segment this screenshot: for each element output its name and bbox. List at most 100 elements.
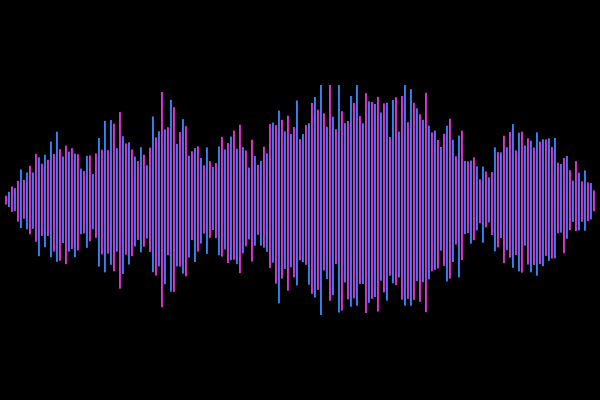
waveform-bar — [272, 122, 274, 263]
waveform-bar — [407, 122, 409, 299]
waveform-bar — [395, 97, 397, 286]
waveform-bar — [26, 172, 28, 230]
waveform-bar — [62, 156, 64, 244]
waveform-bar — [239, 124, 241, 274]
waveform-bar — [533, 147, 535, 265]
waveform-bar — [347, 121, 349, 300]
waveform-bar — [350, 96, 352, 307]
waveform-bar — [464, 160, 466, 235]
waveform-bar — [14, 188, 16, 212]
waveform-bar — [131, 149, 133, 257]
waveform-bar — [299, 139, 301, 261]
waveform-bar — [38, 157, 40, 257]
waveform-bar — [371, 101, 373, 299]
waveform-bar — [479, 179, 481, 224]
waveform-bar — [41, 163, 43, 236]
waveform-bar — [449, 118, 451, 279]
waveform-bar — [17, 180, 19, 222]
waveform-bar — [518, 132, 520, 272]
waveform-bar — [413, 102, 415, 300]
waveform-bar — [314, 97, 316, 298]
waveform-bar — [581, 181, 583, 222]
waveform-bar — [512, 124, 514, 268]
waveform-bar — [47, 159, 49, 236]
waveform-bar — [389, 137, 391, 276]
waveform-bar — [548, 138, 550, 261]
waveform-bar — [416, 108, 418, 282]
waveform-bar — [143, 154, 145, 247]
waveform-bar — [488, 177, 490, 223]
waveform-bar — [425, 92, 427, 313]
waveform-bar — [23, 179, 25, 219]
waveform-bar — [104, 120, 106, 273]
waveform-bar — [557, 162, 559, 234]
waveform-bar — [575, 161, 577, 232]
waveform-bar — [248, 167, 250, 240]
waveform-bar — [149, 147, 151, 252]
waveform-bar — [5, 195, 7, 205]
waveform-bar — [353, 103, 355, 299]
waveform-bar — [527, 138, 529, 265]
waveform-bar — [11, 186, 13, 212]
waveform-bar — [83, 170, 85, 234]
waveform-bar — [113, 123, 115, 272]
waveform-bar — [92, 174, 94, 230]
waveform-bar — [80, 168, 82, 235]
waveform-bar — [101, 149, 103, 255]
waveform-bar — [506, 147, 508, 251]
waveform-bar — [326, 126, 328, 280]
waveform-bar — [578, 172, 580, 231]
waveform-bar — [134, 156, 136, 247]
waveform-bar — [212, 167, 214, 230]
waveform-bar — [338, 85, 340, 313]
waveform-bar — [431, 132, 433, 272]
waveform-bar — [86, 155, 88, 248]
waveform-bar — [554, 137, 556, 259]
waveform-bar — [509, 132, 511, 258]
waveform-bar — [470, 160, 472, 244]
waveform-bar — [89, 155, 91, 242]
waveform-bar — [467, 161, 469, 234]
waveform-bar — [35, 153, 37, 242]
waveform-bar — [32, 172, 34, 229]
waveform-bar — [536, 132, 538, 276]
waveform-bar — [305, 125, 307, 265]
waveform-bar — [182, 119, 184, 274]
waveform-bar — [317, 109, 319, 290]
waveform-bar — [335, 129, 337, 264]
waveform-bar — [173, 107, 175, 292]
waveform-bar — [380, 112, 382, 281]
waveform-bar — [497, 152, 499, 248]
waveform-bar — [77, 154, 79, 251]
waveform-bar — [332, 116, 334, 296]
waveform-bar — [179, 132, 181, 267]
waveform-bar — [383, 103, 385, 293]
waveform-bar — [491, 172, 493, 235]
waveform-bar — [572, 180, 574, 222]
waveform-bar — [476, 166, 478, 231]
waveform-bar — [398, 131, 400, 278]
waveform-bar — [170, 99, 172, 292]
waveform-bar — [20, 169, 22, 229]
waveform-bar — [587, 182, 589, 222]
waveform-bar — [359, 116, 361, 284]
waveform-bar — [392, 100, 394, 284]
waveform-bar — [158, 131, 160, 267]
waveform-bar — [539, 141, 541, 265]
waveform-bar — [284, 131, 286, 270]
waveform-bar — [221, 136, 223, 257]
waveform-bar — [521, 131, 523, 273]
waveform-bar — [452, 139, 454, 263]
waveform-bar — [50, 141, 52, 258]
waveform-bar — [437, 139, 439, 269]
waveform-bar — [524, 145, 526, 246]
waveform-bar — [68, 151, 70, 252]
waveform-bar — [566, 155, 568, 239]
waveform-bar — [215, 163, 217, 239]
waveform-bar — [263, 146, 265, 248]
waveform-bar — [362, 123, 364, 284]
waveform-bar — [260, 160, 262, 246]
waveform-bar — [251, 139, 253, 262]
waveform-bar — [227, 143, 229, 263]
